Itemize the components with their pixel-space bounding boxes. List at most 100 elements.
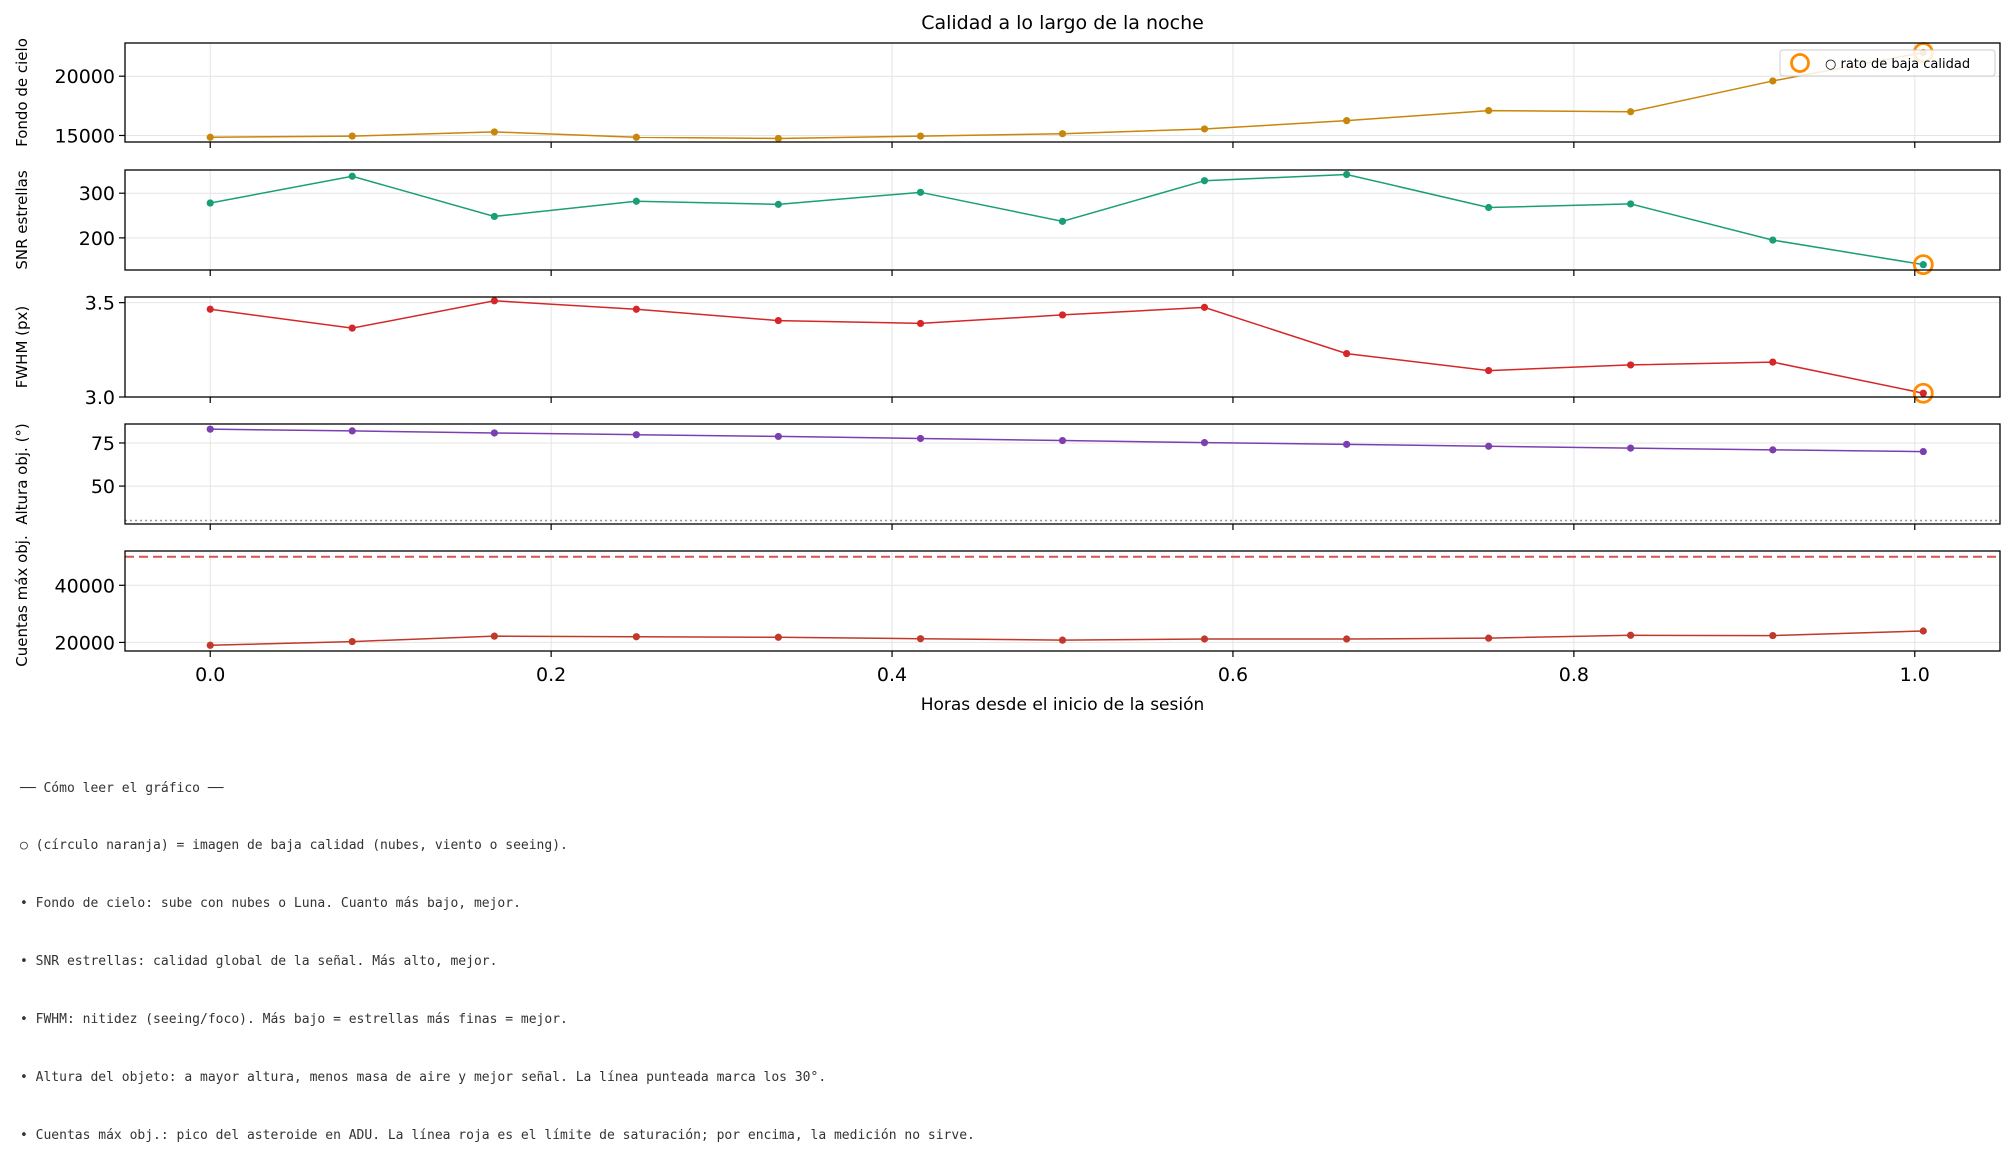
panel-5-point bbox=[632, 633, 640, 641]
xtick-label: 0.2 bbox=[536, 664, 566, 686]
panel-1-point bbox=[490, 128, 498, 136]
panel-1-ytick-label: 15000 bbox=[55, 125, 115, 147]
panel-1-ytick-label: 20000 bbox=[55, 66, 115, 88]
x-axis-label: Horas desde el inicio de la sesión bbox=[921, 695, 1205, 715]
chart-notes: ── Cómo leer el gráfico ── ○ (círculo na… bbox=[20, 740, 975, 1165]
panel-3-ylabel: FWHM (px) bbox=[13, 306, 31, 389]
panel-5-point bbox=[1200, 635, 1209, 643]
panel-1-point bbox=[632, 133, 640, 141]
panel-4-point bbox=[490, 429, 498, 437]
panel-1-point bbox=[206, 133, 214, 141]
panel-2-point bbox=[1627, 200, 1635, 208]
panel-3-point bbox=[916, 319, 925, 328]
panel-2-point bbox=[1343, 170, 1351, 179]
notes-line-snr: • SNR estrellas: calidad global de la se… bbox=[20, 954, 498, 970]
panel-2-ytick-label: 300 bbox=[79, 183, 115, 205]
panel-5-ylabel: Cuentas máx obj. bbox=[13, 535, 31, 666]
panel-3-ytick-label: 3.5 bbox=[85, 293, 115, 315]
panel-3-point bbox=[774, 316, 782, 325]
panel-1-point bbox=[1343, 117, 1351, 125]
panel-3-point bbox=[490, 297, 498, 305]
panel-5-point bbox=[774, 633, 782, 641]
panel-3-point bbox=[1485, 366, 1493, 375]
panel-4-point bbox=[1058, 436, 1067, 445]
notes-line-fwhm: • FWHM: nitidez (seeing/foco). Más bajo … bbox=[20, 1012, 568, 1028]
panel-4-ytick-label: 75 bbox=[91, 433, 115, 455]
panel-2-point bbox=[206, 199, 214, 207]
xtick-label: 0.6 bbox=[1218, 664, 1248, 686]
panel-5-point bbox=[490, 632, 498, 640]
panel-5-frame bbox=[124, 550, 2001, 652]
panel-2-point bbox=[774, 200, 782, 208]
panel-2-point bbox=[1200, 177, 1209, 185]
notes-line-altitude: • Altura del objeto: a mayor altura, men… bbox=[20, 1070, 827, 1086]
xtick-label: 0.4 bbox=[877, 664, 907, 686]
panel-4-point bbox=[1200, 439, 1209, 447]
panel-2-series-line bbox=[210, 173, 1924, 266]
panel-1-point bbox=[1200, 125, 1209, 133]
panel-2-point bbox=[632, 197, 640, 205]
xtick-label: 0.8 bbox=[1559, 664, 1589, 686]
panel-4-series-line bbox=[210, 428, 1924, 453]
panel-1-frame bbox=[124, 42, 2001, 143]
panel-2-point bbox=[1919, 261, 1927, 269]
panel-3-point bbox=[348, 324, 356, 332]
panel-4-point bbox=[916, 434, 925, 443]
chart-title: Calidad a lo largo de la noche bbox=[921, 12, 1204, 34]
panel-4-point bbox=[1485, 442, 1493, 450]
panel-4-point bbox=[632, 431, 640, 439]
panel-2-bad-marker bbox=[1912, 254, 1934, 276]
panel-4-point bbox=[1343, 440, 1351, 448]
panel-1-point bbox=[1627, 108, 1635, 116]
panel-5-point bbox=[1343, 635, 1351, 643]
panel-4-point bbox=[206, 425, 214, 433]
panel-5-ytick-label: 40000 bbox=[55, 575, 115, 597]
panel-5-point bbox=[1919, 627, 1927, 635]
xtick-label: 0.0 bbox=[195, 664, 225, 686]
panel-3-point bbox=[1919, 389, 1927, 397]
legend-box bbox=[1779, 49, 1996, 77]
panel-5-point bbox=[206, 641, 214, 649]
xtick-label: 1.0 bbox=[1900, 664, 1930, 686]
panel-5-point bbox=[916, 635, 925, 643]
panel-1-point bbox=[1058, 130, 1067, 138]
panel-5-ytick-label: 20000 bbox=[55, 632, 115, 654]
legend-label: ○ rato de baja calidad bbox=[1825, 57, 1970, 72]
panel-3-frame bbox=[124, 296, 2001, 398]
panel-1-point bbox=[916, 132, 925, 140]
panel-5-point bbox=[1769, 631, 1777, 640]
panel-3-point bbox=[1200, 303, 1209, 311]
panel-2-point bbox=[1485, 203, 1493, 212]
panel-4-point bbox=[1769, 446, 1777, 454]
panel-5-point bbox=[1485, 634, 1493, 642]
panel-4-ytick-label: 50 bbox=[91, 476, 115, 498]
notes-line-counts: • Cuentas máx obj.: pico del asteroide e… bbox=[20, 1127, 975, 1143]
notes-heading: ── Cómo leer el gráfico ── bbox=[20, 780, 224, 796]
panel-4-point bbox=[1627, 444, 1635, 452]
panel-3-point bbox=[1058, 311, 1067, 319]
panel-3-bad-marker bbox=[1912, 382, 1934, 404]
panel-1-point bbox=[348, 132, 356, 140]
panel-2-point bbox=[348, 172, 356, 180]
panel-3-point bbox=[1343, 350, 1351, 358]
panel-4-point bbox=[1919, 447, 1927, 456]
notes-line-bad-marker: ○ (círculo naranja) = imagen de baja cal… bbox=[20, 838, 568, 854]
panel-2-ylabel: SNR estrellas bbox=[13, 170, 31, 269]
panel-4-ylabel: Altura obj. (°) bbox=[13, 423, 31, 525]
panel-2-frame bbox=[124, 169, 2001, 271]
panel-3-series-line bbox=[210, 300, 1924, 394]
panel-1-point bbox=[1485, 106, 1493, 115]
panel-2-point bbox=[1769, 236, 1777, 244]
panel-5-point bbox=[1058, 636, 1067, 644]
panel-3-point bbox=[1769, 358, 1777, 366]
panel-2-ytick-label: 200 bbox=[79, 228, 115, 250]
panel-4-point bbox=[348, 427, 356, 435]
panel-2-point bbox=[916, 188, 925, 196]
notes-line-sky: • Fondo de cielo: sube con nubes o Luna.… bbox=[20, 896, 521, 912]
panel-1-series-line bbox=[210, 51, 1924, 140]
panel-5-point bbox=[1627, 631, 1635, 639]
panel-2-point bbox=[490, 212, 498, 221]
quality-chart: Calidad a lo largo de la noche 15000 20000… bbox=[13, 12, 2001, 715]
panel-1-point bbox=[774, 134, 782, 143]
panel-5-series-line bbox=[210, 630, 1924, 647]
